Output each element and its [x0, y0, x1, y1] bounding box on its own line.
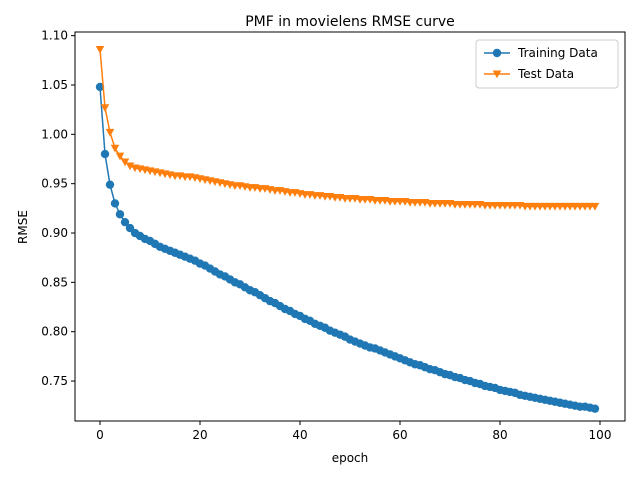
data-point: [110, 199, 120, 208]
data-point: [95, 46, 105, 54]
legend-item: Test Data: [484, 67, 574, 81]
y-tick-label: 0.90: [41, 226, 68, 240]
y-tick-label: 0.75: [41, 374, 68, 388]
data-point: [115, 152, 125, 161]
data-point: [120, 158, 130, 167]
y-tick-label: 1.10: [41, 29, 68, 43]
y-axis-label: RMSE: [16, 210, 30, 244]
data-point: [105, 180, 115, 189]
chart-title: PMF in movielens RMSE curve: [245, 14, 455, 30]
x-tick-label: 60: [392, 428, 407, 442]
x-axis-label: epoch: [332, 451, 369, 465]
series-test: [95, 46, 600, 211]
x-tick-label: 40: [292, 428, 307, 442]
data-point: [115, 210, 125, 219]
legend-box: [475, 39, 619, 89]
data-point: [590, 202, 600, 211]
data-point: [100, 104, 110, 112]
x-tick-label: 80: [492, 428, 507, 442]
axes-frame: [74, 31, 626, 422]
x-tick-label: 20: [192, 428, 207, 442]
data-point: [100, 149, 110, 159]
data-point: [110, 144, 120, 153]
x-tick-label: 0: [96, 428, 104, 442]
legend-label: Training Data: [517, 46, 598, 60]
series-training: [95, 82, 600, 413]
y-tick-label: 0.95: [41, 177, 68, 191]
legend-label: Test Data: [517, 67, 574, 81]
plot-area: [95, 46, 600, 413]
y-tick-label: 0.80: [41, 325, 68, 339]
data-point: [125, 162, 135, 171]
data-point: [105, 128, 115, 137]
legend-item: Training Data: [484, 46, 598, 60]
legend-marker: [492, 48, 502, 58]
y-tick-label: 1.00: [41, 127, 68, 141]
data-point: [120, 217, 130, 227]
legend-marker: [492, 70, 502, 79]
y-tick-label: 1.05: [41, 78, 68, 92]
x-axis: 0 20 40 60 80 100: [96, 421, 611, 442]
data-point: [95, 82, 105, 92]
y-axis: 0.75 0.80 0.85 0.90 0.95 1.00 1.05 1.10: [41, 29, 75, 388]
data-point: [590, 404, 600, 413]
legend: Training Data Test Data: [475, 39, 619, 89]
y-tick-label: 0.85: [41, 275, 68, 289]
x-tick-label: 100: [589, 428, 612, 442]
